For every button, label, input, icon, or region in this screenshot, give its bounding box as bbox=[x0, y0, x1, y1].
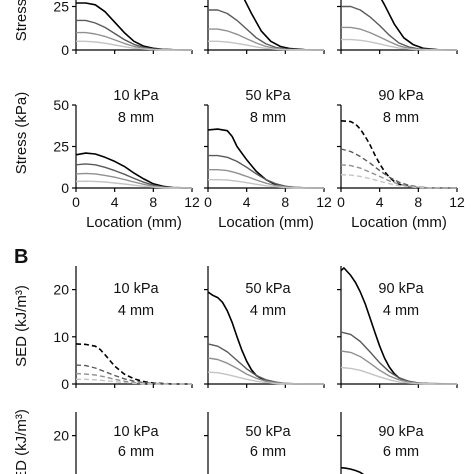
panel-stiffness-label: 10 kPa bbox=[113, 281, 159, 297]
x-tick-label: 0 bbox=[72, 194, 80, 210]
series-line bbox=[75, 364, 192, 385]
series-line bbox=[75, 152, 193, 189]
x-axis-label: Location (mm) bbox=[86, 214, 182, 231]
y-axis-label: Stress bbox=[13, 0, 30, 41]
series-line bbox=[340, 174, 458, 189]
series-line bbox=[341, 38, 457, 51]
series-line bbox=[340, 350, 457, 385]
series-line bbox=[340, 148, 458, 189]
series-line bbox=[76, 19, 193, 51]
series-line bbox=[76, 2, 193, 51]
panel-depth-label: 4 mm bbox=[250, 303, 286, 319]
series-line bbox=[75, 180, 193, 189]
panel-depth-label: 4 mm bbox=[118, 303, 154, 319]
series-line bbox=[340, 366, 457, 385]
x-tick-label: 12 bbox=[316, 194, 332, 210]
y-tick-label: 0 bbox=[61, 42, 69, 58]
y-tick-label: 20 bbox=[53, 428, 69, 444]
series-line bbox=[380, 0, 458, 51]
series-line bbox=[75, 343, 192, 385]
x-tick-label: 12 bbox=[184, 194, 200, 210]
x-axis-label: Location (mm) bbox=[351, 214, 447, 231]
x-tick-label: 8 bbox=[281, 194, 289, 210]
x-tick-label: 4 bbox=[243, 194, 251, 210]
panel-depth-label: 6 mm bbox=[383, 444, 419, 460]
y-tick-label: 0 bbox=[61, 180, 69, 196]
x-axis-label: Location (mm) bbox=[218, 214, 314, 231]
panel-stiffness-label: 10 kPa bbox=[113, 88, 159, 104]
x-tick-label: 8 bbox=[414, 194, 422, 210]
panel-stiffness-label: 90 kPa bbox=[378, 88, 424, 104]
y-tick-label: 20 bbox=[53, 282, 69, 298]
panel-depth-label: 8 mm bbox=[383, 110, 419, 126]
x-tick-label: 0 bbox=[337, 194, 345, 210]
x-tick-label: 0 bbox=[204, 194, 212, 210]
panel-depth-label: 6 mm bbox=[250, 444, 286, 460]
y-axis-label: SED (kJ/m³) bbox=[13, 285, 30, 367]
series-line bbox=[207, 343, 324, 385]
panel-stiffness-label: 10 kPa bbox=[113, 424, 159, 440]
panel-depth-label: 4 mm bbox=[383, 303, 419, 319]
panel-stiffness-label: 50 kPa bbox=[245, 88, 291, 104]
panel-stiffness-label: 50 kPa bbox=[245, 281, 291, 297]
series-line bbox=[208, 40, 324, 51]
x-tick-label: 4 bbox=[111, 194, 119, 210]
series-line bbox=[208, 178, 324, 189]
panel-stiffness-label: 50 kPa bbox=[245, 424, 291, 440]
x-tick-label: 4 bbox=[376, 194, 384, 210]
panel-stiffness-label: 90 kPa bbox=[378, 424, 424, 440]
y-axis-label: SED (kJ/m³) bbox=[13, 409, 30, 474]
series-line bbox=[340, 331, 457, 385]
series-line bbox=[75, 163, 193, 189]
panel-depth-label: 8 mm bbox=[118, 110, 154, 126]
section-label-b: B bbox=[14, 246, 28, 268]
panel-depth-label: 8 mm bbox=[250, 110, 286, 126]
panel-depth-label: 6 mm bbox=[118, 444, 154, 460]
y-tick-label: 50 bbox=[53, 97, 69, 113]
x-tick-label: 12 bbox=[449, 194, 465, 210]
panel-stiffness-label: 90 kPa bbox=[378, 281, 424, 297]
x-tick-label: 8 bbox=[149, 194, 157, 210]
series-line bbox=[208, 28, 325, 51]
series-line bbox=[76, 40, 192, 51]
series-line bbox=[76, 378, 192, 385]
series-line bbox=[207, 371, 324, 385]
series-line bbox=[340, 466, 365, 474]
y-axis-label: Stress (kPa) bbox=[13, 92, 30, 175]
y-tick-label: 25 bbox=[53, 0, 69, 15]
y-tick-label: 25 bbox=[53, 139, 69, 155]
y-tick-label: 10 bbox=[53, 329, 69, 345]
y-tick-label: 0 bbox=[61, 376, 69, 392]
series-line bbox=[75, 372, 192, 385]
series-line bbox=[340, 120, 458, 189]
